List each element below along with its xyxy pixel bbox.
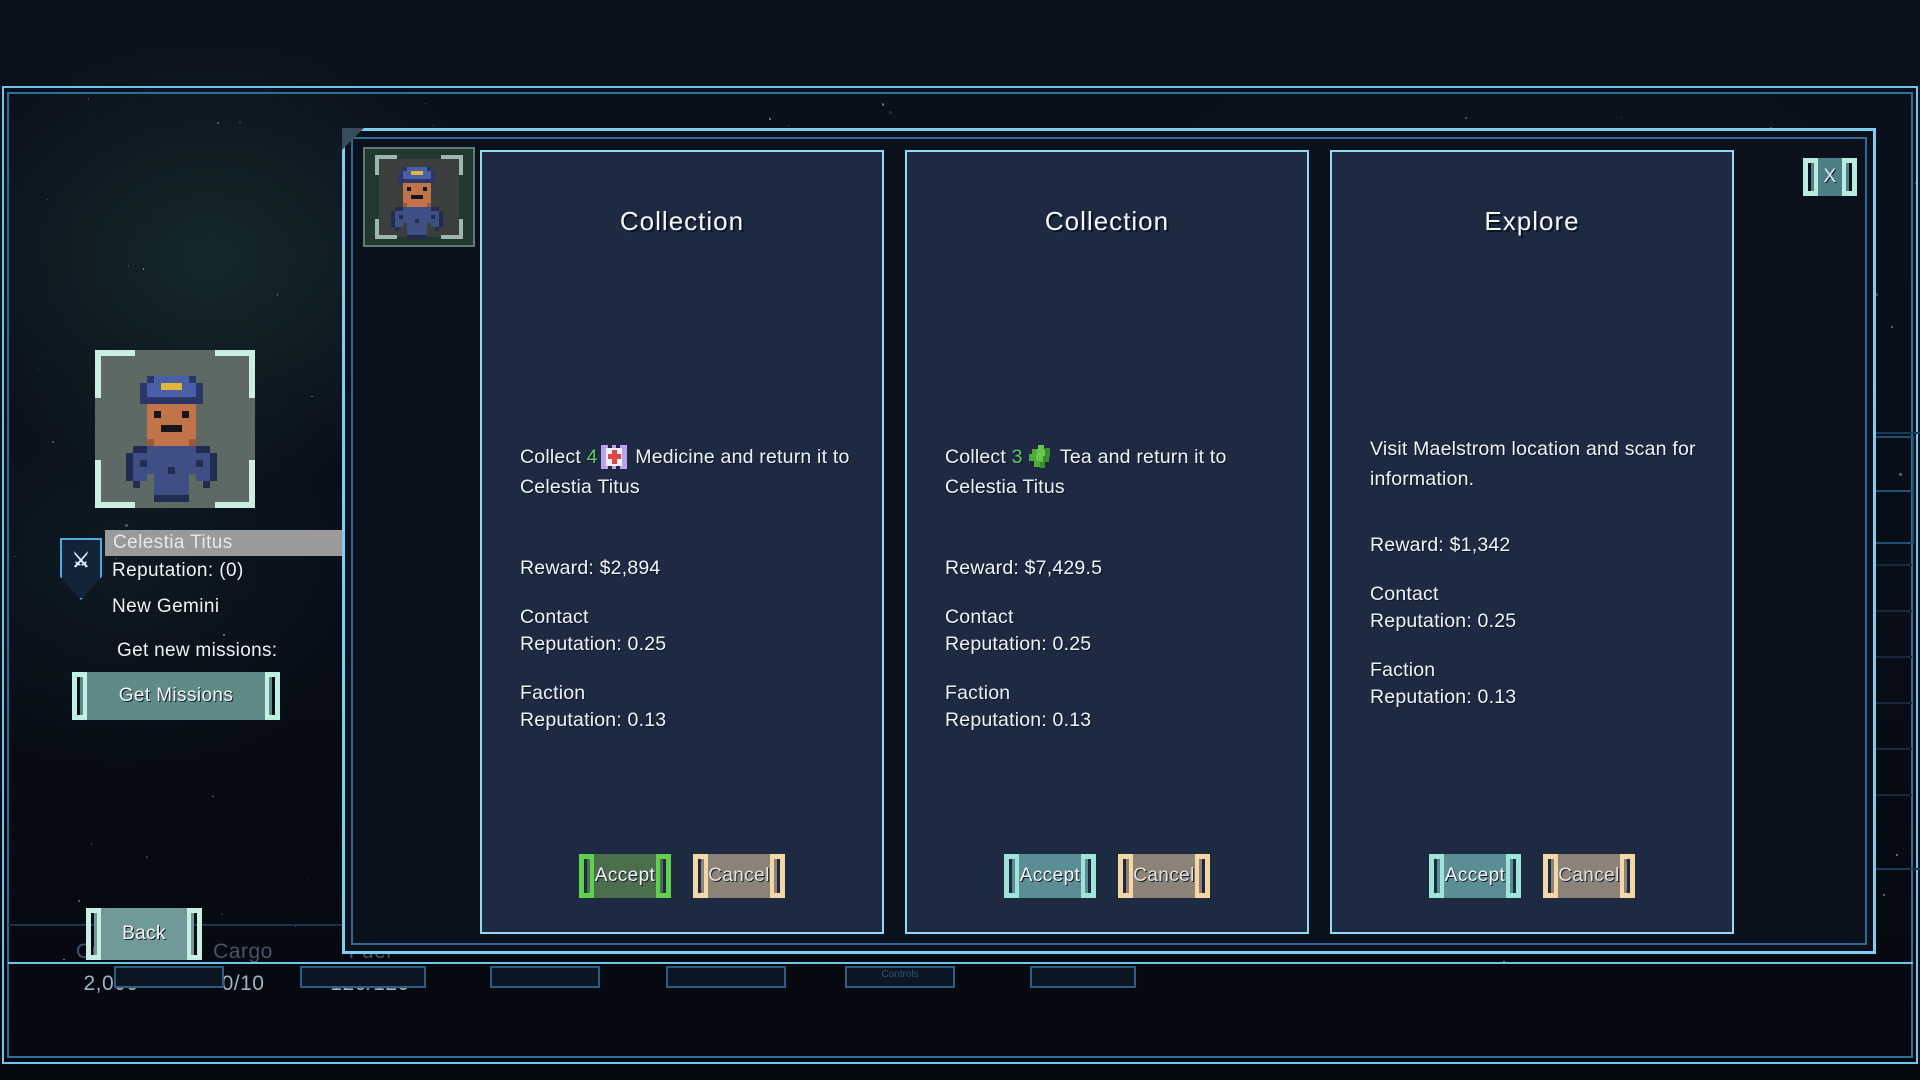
hud-bottom-strip (8, 962, 1913, 964)
faction-badge-icon: ⚔ (60, 538, 102, 600)
cancel-button[interactable]: Cancel (693, 854, 785, 898)
accept-button[interactable]: Accept (1429, 854, 1521, 898)
get-missions-prompt: Get new missions: (117, 640, 278, 661)
mission-actions: Accept Cancel (1332, 854, 1732, 898)
contact-portrait (95, 350, 255, 508)
bracket-right-icon (264, 672, 280, 720)
accept-label: Accept (1019, 865, 1081, 886)
medicine-icon (600, 445, 627, 469)
contact-location: New Gemini (112, 596, 220, 617)
desc-post: Medicine and return it to Celestia Titus (520, 446, 850, 498)
faction-rep-value: Reputation: 0.13 (1370, 686, 1517, 708)
accept-label: Accept (1444, 865, 1506, 886)
contact-name-bar: Celestia Titus (105, 530, 355, 556)
back-button[interactable]: Back (86, 908, 202, 960)
mission-quantity: 3 (1011, 446, 1023, 468)
close-button[interactable]: X (1803, 158, 1857, 196)
bracket-left-icon (72, 672, 88, 720)
faction-rep-value: Reputation: 0.13 (945, 709, 1092, 731)
accept-label: Accept (594, 865, 656, 886)
bracket-right-icon (186, 908, 202, 960)
bracket-left-icon (693, 854, 709, 898)
get-missions-button[interactable]: Get Missions (72, 672, 280, 720)
bracket-right-icon (1841, 158, 1857, 196)
mission-reward: Reward: $1,342 (1370, 534, 1511, 556)
mission-quantity: 4 (586, 446, 598, 468)
cancel-button[interactable]: Cancel (1118, 854, 1210, 898)
stat-cargo-value: 0/10 (221, 972, 265, 995)
bracket-left-icon (1004, 854, 1020, 898)
hud-chip-2[interactable] (300, 966, 426, 988)
hud-chip-3[interactable] (490, 966, 600, 988)
desc-pre: Collect (945, 446, 1012, 468)
mission-card-0[interactable]: Collection Collect 4 Medicine and return… (480, 150, 884, 934)
contact-rep-label: Contact (520, 606, 589, 628)
back-label: Back (122, 923, 166, 944)
accept-button[interactable]: Accept (1004, 854, 1096, 898)
hud-chip-6[interactable] (1030, 966, 1136, 988)
contact-reputation: Reputation: (0) (112, 560, 244, 581)
bracket-left-icon (1429, 854, 1445, 898)
desc-post: Tea and return it to Celestia Titus (945, 446, 1227, 498)
stat-cargo-label: Cargo (213, 940, 273, 963)
bracket-left-icon (1118, 854, 1134, 898)
dialog-contact-thumbnail[interactable] (363, 147, 475, 247)
bracket-left-icon (86, 908, 102, 960)
hud-chip-1[interactable] (114, 966, 224, 988)
get-missions-label: Get Missions (118, 685, 234, 706)
screen-border-inner (7, 92, 1913, 1058)
mission-card-1[interactable]: Collection Collect 3 Tea and return it t… (905, 150, 1309, 934)
bracket-left-icon (1803, 158, 1819, 196)
mission-stats: Reward: $7,429.5 Contact Reputation: 0.2… (945, 557, 1285, 736)
desc-pre: Collect (520, 446, 587, 468)
faction-rep-label: Faction (1370, 659, 1436, 681)
mission-title: Explore (1484, 206, 1580, 236)
screen-border-outer (2, 86, 1918, 1064)
mission-actions: Accept Cancel (482, 854, 882, 898)
faction-rep-value: Reputation: 0.13 (520, 709, 667, 731)
bracket-right-icon (1080, 854, 1096, 898)
close-icon: X (1823, 166, 1837, 187)
accept-button[interactable]: Accept (579, 854, 671, 898)
mission-reward: Reward: $2,894 (520, 557, 661, 579)
mission-description: Visit Maelstrom location and scan for in… (1370, 438, 1696, 490)
mission-stats: Reward: $2,894 Contact Reputation: 0.25 … (520, 557, 860, 736)
stat-cargo: Cargo 0/10 (168, 940, 318, 996)
bracket-right-icon (655, 854, 671, 898)
faction-rep-label: Faction (520, 682, 586, 704)
cancel-button[interactable]: Cancel (1543, 854, 1635, 898)
bracket-right-icon (769, 854, 785, 898)
bracket-right-icon (1619, 854, 1635, 898)
bracket-right-icon (1505, 854, 1521, 898)
contact-rep-label: Contact (1370, 583, 1439, 605)
mission-card-2[interactable]: Explore Visit Maelstrom location and sca… (1330, 150, 1734, 934)
contact-name: Celestia Titus (113, 532, 233, 553)
cancel-label: Cancel (708, 865, 770, 886)
hud-chip-controls[interactable]: Controls (845, 966, 955, 988)
mission-description: Collect 4 Medicine and return it to Cele… (520, 442, 860, 502)
contact-rep-value: Reputation: 0.25 (1370, 610, 1517, 632)
contact-rep-value: Reputation: 0.25 (945, 633, 1092, 655)
bracket-right-icon (1194, 854, 1210, 898)
contact-rep-value: Reputation: 0.25 (520, 633, 667, 655)
mission-title: Collection (1044, 206, 1170, 236)
mission-description: Collect 3 Tea and return it to Celestia … (945, 442, 1285, 502)
cancel-label: Cancel (1558, 865, 1620, 886)
faction-glyph: ⚔ (72, 550, 90, 572)
mission-actions: Accept Cancel (907, 854, 1307, 898)
hud-chip-4[interactable] (666, 966, 786, 988)
faction-rep-label: Faction (945, 682, 1011, 704)
mission-stats: Reward: $1,342 Contact Reputation: 0.25 … (1370, 534, 1710, 713)
mission-title: Collection (619, 206, 745, 236)
cancel-label: Cancel (1133, 865, 1195, 886)
bracket-left-icon (1543, 854, 1559, 898)
contact-rep-label: Contact (945, 606, 1014, 628)
tea-icon (1026, 445, 1052, 469)
bracket-left-icon (579, 854, 595, 898)
mission-reward: Reward: $7,429.5 (945, 557, 1103, 579)
dialog-inner-border (351, 137, 1867, 945)
